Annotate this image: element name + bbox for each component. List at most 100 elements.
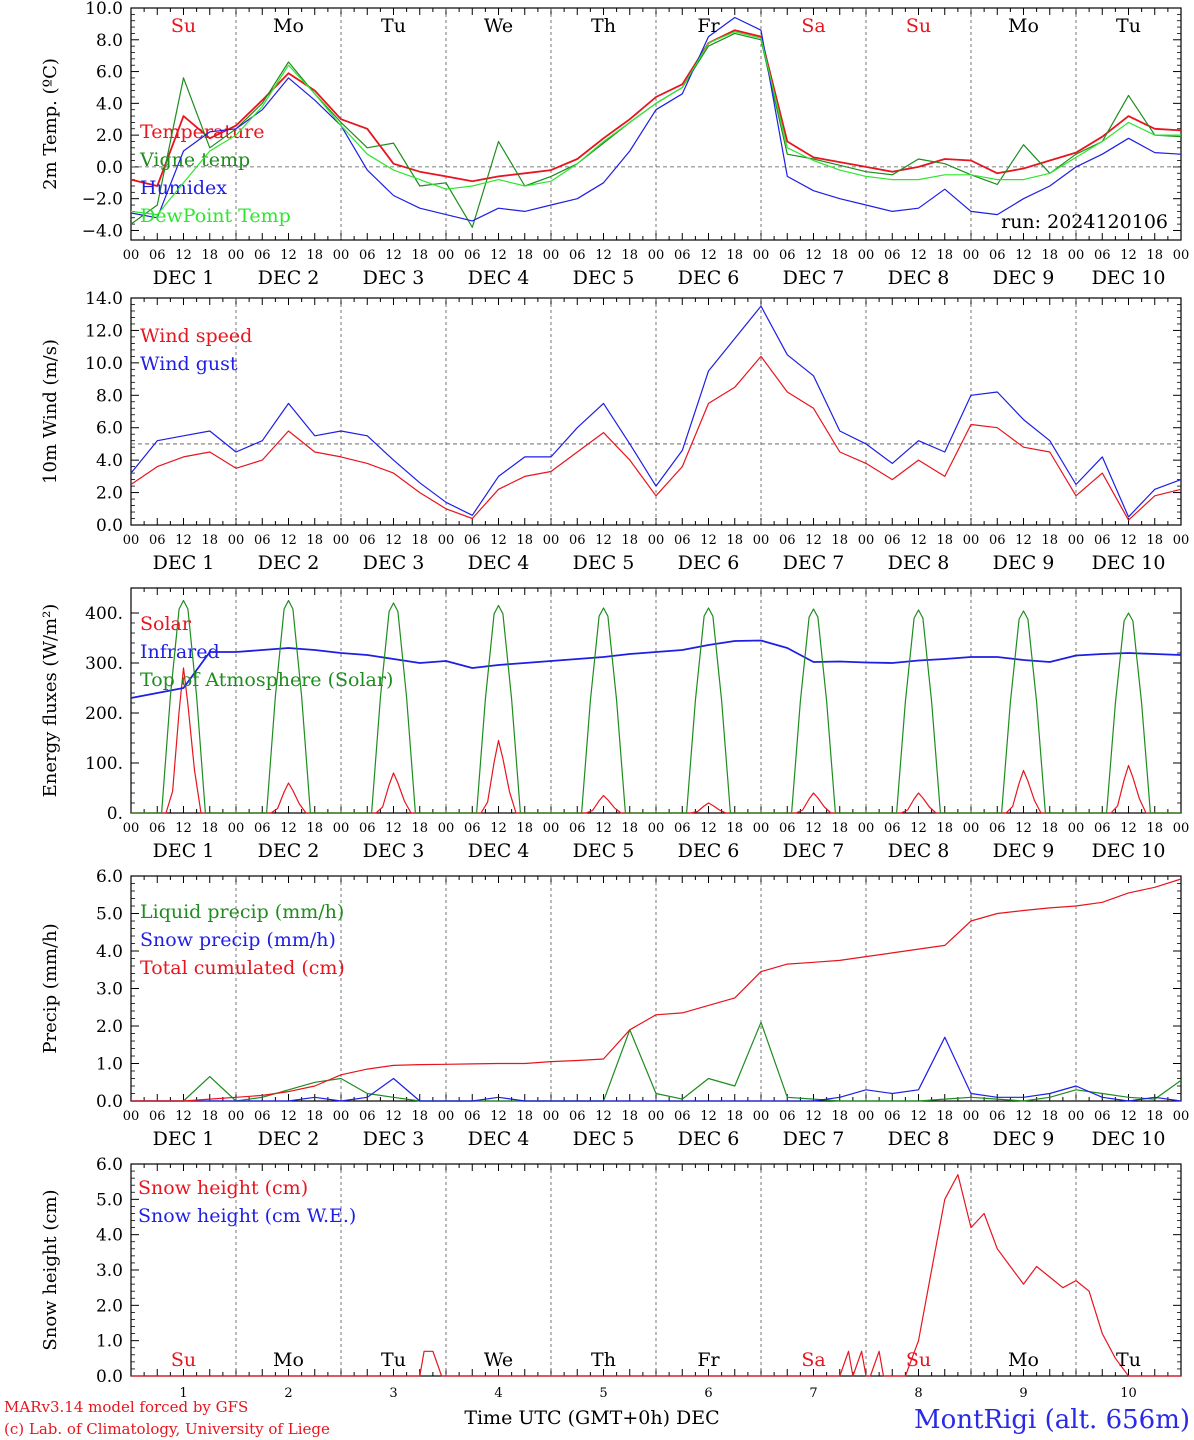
hour-tick-label: 18: [831, 1109, 848, 1124]
credit-line-1: MARv3.14 model forced by GFS: [4, 1398, 248, 1416]
legend-entry: Humidex: [140, 177, 227, 199]
series-line: [130, 305, 1182, 518]
legend-entry: Liquid precip (mm/h): [140, 901, 344, 923]
hour-tick-label: 06: [989, 248, 1006, 263]
hour-tick-label: 12: [700, 533, 717, 548]
y-tick-label: 6.0: [96, 419, 123, 439]
hour-tick-label: 00: [753, 533, 770, 548]
date-label: DEC 9: [993, 552, 1055, 574]
y-tick-label: 2.0: [96, 484, 123, 504]
date-label: DEC 7: [783, 552, 845, 574]
hour-tick-label: 00: [333, 1109, 350, 1124]
legend-entry: Total cumulated (cm): [140, 957, 345, 979]
series-line: [131, 599, 1181, 814]
panel-5: 6.0 5.0 4.0 3.0 2.0 1.0 0.0 Snow height (cm) Sno…: [40, 1155, 1182, 1401]
hour-tick-label: 18: [726, 248, 743, 263]
y-tick-label: −4.0: [82, 221, 123, 241]
hour-tick-label: 18: [201, 533, 218, 548]
date-label: DEC 10: [1092, 267, 1166, 289]
hour-tick-label: 06: [884, 533, 901, 548]
hour-tick-label: 06: [1094, 533, 1111, 548]
day-number-label: 1: [179, 1386, 187, 1401]
date-label: DEC 8: [888, 840, 950, 862]
y-tick-label: 0.0: [96, 158, 123, 178]
date-label: DEC 3: [363, 552, 425, 574]
y-tick-label: 400.: [85, 604, 123, 624]
hour-tick-label: 00: [543, 1109, 560, 1124]
hour-tick-label: 12: [385, 821, 402, 836]
date-label: DEC 4: [468, 1128, 530, 1150]
hour-tick-label: 18: [306, 821, 323, 836]
hour-tick-label: 12: [1015, 1109, 1032, 1124]
y-axis-label: Snow height (cm): [40, 1189, 61, 1350]
panel-3: 400. 300. 200. 100. 0. Energy fluxes (W/m²) So…: [40, 587, 1189, 862]
date-label: DEC 9: [993, 1128, 1055, 1150]
hour-tick-label: 00: [228, 533, 245, 548]
panel-4: 6.0 5.0 4.0 3.0 2.0 1.0 0.0 Precip (mm/h) Liquid…: [40, 867, 1189, 1150]
hour-tick-label: 06: [779, 248, 796, 263]
hour-tick-label: 12: [490, 533, 507, 548]
date-label: DEC 8: [888, 1128, 950, 1150]
hour-tick-label: 06: [989, 821, 1006, 836]
legend-entry: Solar: [140, 613, 192, 635]
hour-tick-label: 06: [464, 248, 481, 263]
hour-tick-label: 12: [175, 1109, 192, 1124]
series-line: [131, 1021, 1182, 1102]
hour-tick-label: 18: [411, 821, 428, 836]
date-label: DEC 5: [573, 840, 635, 862]
weekday-label: Su: [906, 15, 931, 37]
hour-tick-label: 12: [1120, 533, 1137, 548]
x-axis-label: Time UTC (GMT+0h) DEC: [464, 1407, 719, 1429]
series-line: [130, 639, 1182, 699]
date-label: DEC 2: [258, 840, 320, 862]
hour-tick-label: 00: [438, 821, 455, 836]
hour-tick-label: 00: [123, 821, 140, 836]
weekday-label: We: [484, 15, 513, 37]
y-tick-label: 5.0: [96, 1190, 123, 1210]
hour-tick-label: 06: [569, 248, 586, 263]
weekday-label: Tu: [381, 1349, 406, 1371]
hour-tick-label: 18: [1041, 533, 1058, 548]
date-label: DEC 1: [153, 552, 215, 574]
hour-tick-label: 12: [910, 533, 927, 548]
hour-tick-label: 18: [201, 821, 218, 836]
hour-tick-label: 00: [228, 248, 245, 263]
hour-tick-label: 12: [490, 821, 507, 836]
y-tick-label: 2.0: [96, 126, 123, 146]
date-label: DEC 8: [888, 552, 950, 574]
hour-tick-label: 18: [306, 1109, 323, 1124]
date-label: DEC 5: [573, 1128, 635, 1150]
legend-entry: Snow height (cm): [138, 1177, 308, 1199]
day-number-label: 9: [1019, 1386, 1027, 1401]
hour-tick-label: 00: [123, 533, 140, 548]
legend-entry: Wind gust: [140, 353, 238, 375]
panel-1: 10.0 8.0 6.0 4.0 2.0 0.0 −2.0 −4.0 2m Temp. (ºC)…: [40, 0, 1189, 289]
weekday-label: Th: [591, 1349, 616, 1371]
hour-tick-label: 12: [1015, 821, 1032, 836]
day-number-label: 7: [809, 1386, 817, 1401]
hour-tick-label: 18: [1146, 533, 1163, 548]
hour-tick-label: 12: [910, 821, 927, 836]
y-tick-label: 4.0: [96, 94, 123, 114]
hour-tick-label: 06: [1094, 821, 1111, 836]
hour-tick-label: 18: [1146, 248, 1163, 263]
y-tick-label: 1.0: [96, 1055, 123, 1075]
date-label: DEC 3: [363, 1128, 425, 1150]
hour-tick-label: 00: [543, 821, 560, 836]
weekday-label: Su: [171, 15, 196, 37]
date-label: DEC 4: [468, 552, 530, 574]
hour-tick-label: 18: [621, 248, 638, 263]
y-tick-label: 4.0: [96, 1226, 123, 1246]
y-tick-label: 10.0: [85, 0, 123, 19]
day-number-label: 4: [494, 1386, 502, 1401]
hour-tick-label: 18: [936, 248, 953, 263]
hour-tick-label: 06: [464, 821, 481, 836]
hour-tick-label: 00: [1173, 533, 1190, 548]
hour-tick-label: 18: [516, 821, 533, 836]
hour-tick-label: 12: [280, 533, 297, 548]
hour-tick-label: 00: [333, 248, 350, 263]
date-label: DEC 6: [678, 267, 740, 289]
weekday-label: Tu: [1116, 1349, 1141, 1371]
hour-tick-label: 18: [306, 533, 323, 548]
hour-tick-label: 00: [858, 248, 875, 263]
